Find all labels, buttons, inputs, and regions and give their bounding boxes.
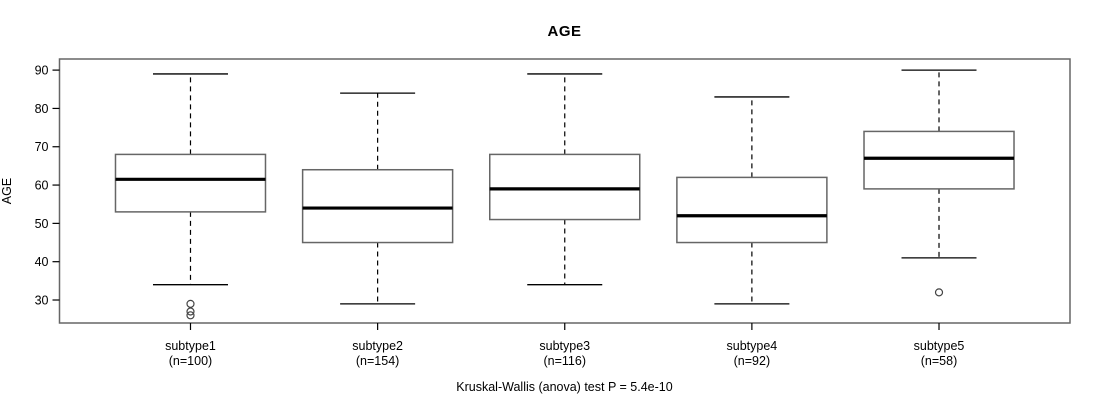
outlier-point-subtype1 [186, 311, 195, 320]
outlier-point-subtype1 [186, 307, 195, 316]
y-tick-label: 40 [35, 255, 49, 269]
x-tick-label-subtype: subtype2 [352, 339, 403, 353]
x-tick-label-n: (n=92) [734, 354, 770, 368]
y-tick-label: 30 [35, 294, 49, 308]
chart-title: AGE [547, 23, 582, 40]
x-tick-label-subtype: subtype1 [165, 339, 216, 353]
y-tick-label: 60 [35, 179, 49, 193]
y-tick-label: 80 [35, 102, 49, 116]
x-tick-label-n: (n=100) [169, 354, 212, 368]
outlier-point-subtype1 [186, 299, 195, 308]
iqr-box-subtype2 [301, 168, 454, 244]
x-tick-label-subtype: subtype5 [914, 339, 965, 353]
y-tick-label: 50 [35, 217, 49, 231]
y-tick-label: 90 [35, 64, 49, 78]
iqr-box-subtype5 [863, 130, 1015, 190]
iqr-box-subtype3 [489, 153, 641, 221]
y-tick-label: 70 [35, 140, 49, 154]
x-tick-label-n: (n=154) [356, 354, 399, 368]
x-tick-label-subtype: subtype3 [539, 339, 590, 353]
iqr-box-subtype1 [114, 153, 267, 213]
x-tick-label-n: (n=116) [543, 354, 586, 368]
x-tick-label-subtype: subtype4 [727, 339, 778, 353]
x-tick-label-n: (n=58) [921, 354, 957, 368]
iqr-box-subtype4 [676, 176, 828, 244]
stats-caption: Kruskal-Wallis (anova) test P = 5.4e-10 [456, 380, 673, 394]
outlier-point-subtype5 [934, 288, 944, 297]
